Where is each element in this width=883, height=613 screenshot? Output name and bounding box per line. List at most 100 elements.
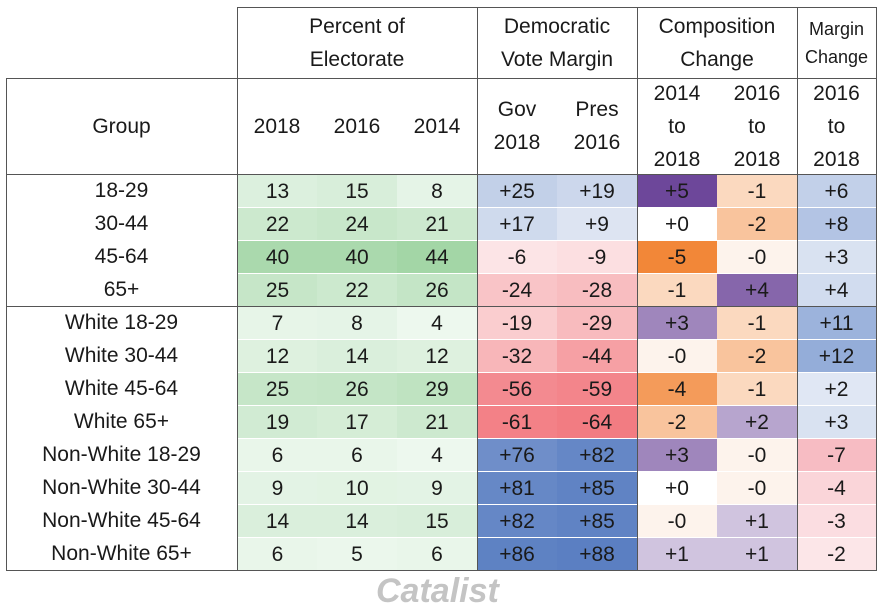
table-cell: +0 [637,208,717,240]
column-group-header-line: Vote Margin [500,47,614,71]
table-cell: +0 [637,472,717,504]
table-cell: 14 [317,505,397,537]
table-cell: 12 [238,340,317,372]
grid-line [6,174,877,175]
table-cell: +76 [477,439,557,471]
table-cell: 21 [397,208,477,240]
column-group-header-margin: Democratic Vote Margin [477,7,637,78]
table-cell: -5 [637,241,717,273]
table-cell: -3 [797,505,876,537]
column-header: 2018 [237,78,317,174]
column-group-header-line: Electorate [309,47,405,71]
table-cell: +9 [557,208,637,240]
table-cell: +81 [477,472,557,504]
table-cell: +86 [477,538,557,570]
table-cell: +4 [717,274,797,306]
table-cell: 6 [238,538,317,570]
grid-line [637,7,638,571]
table-cell: 25 [238,373,317,405]
table-cell: 6 [317,439,397,471]
grid-line [237,7,877,8]
table-cell: -59 [557,373,637,405]
column-group-header-line: Change [804,46,869,67]
table-cell: -28 [557,274,637,306]
table-cell: 14 [238,505,317,537]
table-cell: +3 [637,307,717,339]
table-cell: +3 [637,439,717,471]
table-cell: -61 [477,406,557,438]
table-cell: +85 [557,472,637,504]
table-cell: -0 [717,472,797,504]
table-cell: +3 [797,241,876,273]
table-cell: -32 [477,340,557,372]
table-cell: 26 [397,274,477,306]
column-header-line: 2018 [733,147,781,171]
column-header-line: 2018 [653,147,701,171]
table-cell: -1 [717,373,797,405]
row-group-label: Non-White 18-29 [42,443,201,466]
table-cell: 40 [238,241,317,273]
table-cell: 25 [238,274,317,306]
column-header-line: 2018 [253,114,301,138]
table-cell: 40 [317,241,397,273]
table-cell: +4 [797,274,876,306]
table-cell: -56 [477,373,557,405]
table-cell: 7 [238,307,317,339]
column-header-line: 2016 [573,131,621,154]
row-group-label: Non-White 30-44 [42,476,201,499]
column-header: 2016 to 2018 [717,78,797,174]
column-header-line: 2018 [493,131,541,154]
row-header-label: Group [92,114,151,138]
column-header: Pres 2016 [557,78,637,174]
table-cell: -1 [717,307,797,339]
table-cell: 29 [397,373,477,405]
table-cell: 5 [317,538,397,570]
table-cell: -29 [557,307,637,339]
column-header: 2014 to 2018 [637,78,717,174]
table-cell: 14 [317,340,397,372]
table-cell: +12 [797,340,876,372]
column-header-line: Pres [575,98,619,121]
table-cell: 4 [397,307,477,339]
table-cell: -9 [557,241,637,273]
table-cell: +1 [637,538,717,570]
table-cell: 9 [238,472,317,504]
table-cell: -1 [717,175,797,207]
table-cell: -2 [637,406,717,438]
table-cell: -24 [477,274,557,306]
column-header-line: 2014 [413,114,461,138]
table-cell: +2 [797,373,876,405]
table-cell: 4 [397,439,477,471]
column-header-line: to [748,114,766,138]
column-header-line: to [668,114,686,138]
column-group-header-line: Composition [658,14,776,38]
table-cell: -2 [797,538,876,570]
table-cell: +19 [557,175,637,207]
table-cell: 24 [317,208,397,240]
table-cell: 21 [397,406,477,438]
row-group-label: White 18-29 [64,311,179,334]
column-group-header-line: Democratic [503,14,611,38]
row-group-label: White 30-44 [64,344,179,367]
grid-line [6,570,877,571]
table-cell: +25 [477,175,557,207]
table-cell: -4 [637,373,717,405]
table-cell: -64 [557,406,637,438]
table-cell: 13 [238,175,317,207]
table-cell: 8 [317,307,397,339]
column-header-line: Gov [497,98,537,121]
table-cell: +82 [477,505,557,537]
table-cell: -1 [637,274,717,306]
row-group-label: White 65+ [73,410,170,433]
table-cell: 8 [397,175,477,207]
grid-line [876,7,877,571]
table-cell: 15 [397,505,477,537]
table-cell: 22 [238,208,317,240]
table-cell: 9 [397,472,477,504]
grid-line [477,7,478,571]
grid-line [237,7,238,571]
table-cell: 6 [238,439,317,471]
row-group-label: Non-White 45-64 [42,509,201,532]
column-group-header-line: Margin [808,18,865,39]
column-group-header-mchange: Margin Change [797,7,876,78]
